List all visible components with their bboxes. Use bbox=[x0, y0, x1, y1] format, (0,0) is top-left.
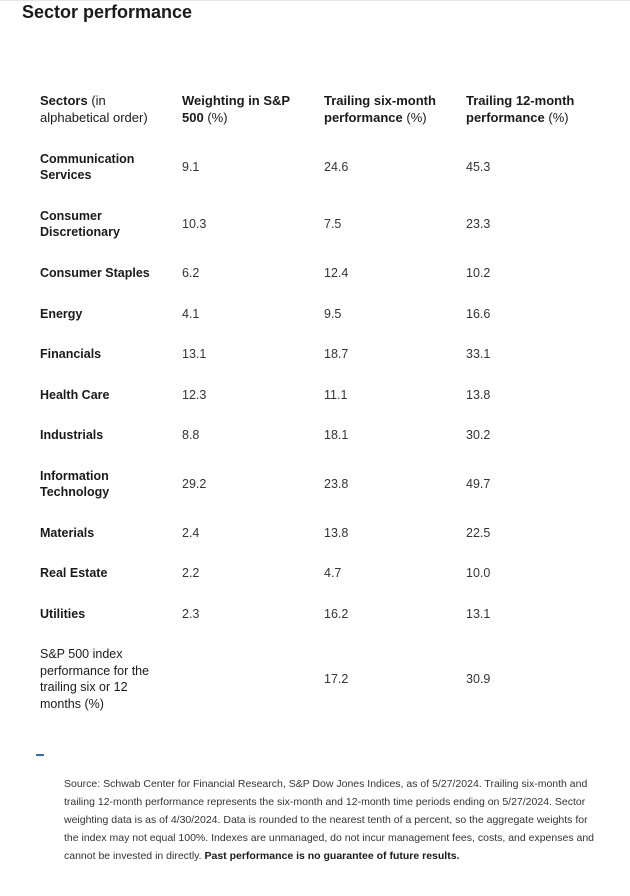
twelve-month-value: 33.1 bbox=[466, 346, 491, 361]
sector-name: S&P 500 index performance for the traili… bbox=[40, 647, 150, 711]
header-twelve-month: Trailing 12-month performance (%) bbox=[466, 92, 606, 126]
header-six-month-suffix: (%) bbox=[402, 110, 427, 125]
weighting-value: 10.3 bbox=[182, 216, 207, 231]
table-row: Consumer Staples 6.2 12.4 10.2 bbox=[0, 262, 630, 284]
six-month-value: 24.6 bbox=[324, 159, 349, 174]
sector-name: Communication Services bbox=[40, 151, 135, 183]
weighting-value: 2.3 bbox=[182, 606, 200, 621]
weighting-value: 2.2 bbox=[182, 565, 200, 580]
weighting-value: 13.1 bbox=[182, 346, 207, 361]
table-row: Utilities 2.3 16.2 13.1 bbox=[0, 603, 630, 625]
table-row: Real Estate 2.2 4.7 10.0 bbox=[0, 562, 630, 584]
table-row: Materials 2.4 13.8 22.5 bbox=[0, 522, 630, 544]
twelve-month-value: 13.8 bbox=[466, 387, 491, 402]
twelve-month-value: 49.7 bbox=[466, 476, 491, 491]
six-month-value: 18.7 bbox=[324, 346, 349, 361]
twelve-month-value: 16.6 bbox=[466, 306, 491, 321]
six-month-value: 7.5 bbox=[324, 216, 342, 231]
sector-name: Financials bbox=[40, 346, 102, 361]
six-month-value: 18.1 bbox=[324, 427, 349, 442]
sector-name: Utilities bbox=[40, 606, 86, 621]
sector-name: Real Estate bbox=[40, 565, 108, 580]
six-month-value: 16.2 bbox=[324, 606, 349, 621]
header-six-month-label: Trailing six-month performance bbox=[324, 93, 436, 125]
weighting-value: 6.2 bbox=[182, 265, 200, 280]
sector-name: Materials bbox=[40, 525, 95, 540]
six-month-value: 17.2 bbox=[324, 671, 349, 686]
weighting-value: 8.8 bbox=[182, 427, 200, 442]
six-month-value: 9.5 bbox=[324, 306, 342, 321]
header-sectors-suffix: (in alphabetical order) bbox=[40, 93, 148, 125]
weighting-value: 2.4 bbox=[182, 525, 200, 540]
six-month-value: 12.4 bbox=[324, 265, 349, 280]
weighting-value: 4.1 bbox=[182, 306, 200, 321]
weighting-value: 9.1 bbox=[182, 159, 200, 174]
twelve-month-value: 30.9 bbox=[466, 671, 491, 686]
twelve-month-value: 13.1 bbox=[466, 606, 491, 621]
page-title: Sector performance bbox=[22, 2, 193, 22]
header-sectors-label: Sectors bbox=[40, 93, 88, 108]
top-divider bbox=[0, 0, 630, 1]
table-row: Information Technology 29.2 23.8 49.7 bbox=[0, 465, 630, 503]
table-row: Consumer Discretionary 10.3 7.5 23.3 bbox=[0, 205, 630, 243]
table-row: Energy 4.1 9.5 16.6 bbox=[0, 303, 630, 325]
six-month-value: 4.7 bbox=[324, 565, 342, 580]
table-row: Financials 13.1 18.7 33.1 bbox=[0, 343, 630, 365]
sector-name: Consumer Staples bbox=[40, 265, 150, 280]
header-weighting-label: Weighting in S&P 500 bbox=[182, 93, 290, 125]
header-sectors: Sectors (in alphabetical order) bbox=[40, 92, 170, 126]
header-weighting-suffix: (%) bbox=[203, 110, 228, 125]
header-twelve-month-label: Trailing 12-month performance bbox=[466, 93, 575, 125]
header-weighting: Weighting in S&P 500 (%) bbox=[182, 92, 307, 126]
table-row: Health Care 12.3 11.1 13.8 bbox=[0, 384, 630, 406]
twelve-month-value: 22.5 bbox=[466, 525, 491, 540]
six-month-value: 11.1 bbox=[324, 387, 348, 402]
disclaimer-text: Past performance is no guarantee of futu… bbox=[201, 850, 460, 862]
twelve-month-value: 23.3 bbox=[466, 216, 491, 231]
sector-name: Information Technology bbox=[40, 468, 110, 500]
six-month-value: 13.8 bbox=[324, 525, 349, 540]
sector-name: Consumer Discretionary bbox=[40, 208, 120, 240]
twelve-month-value: 10.2 bbox=[466, 265, 491, 280]
weighting-value: 29.2 bbox=[182, 476, 207, 491]
table-row: S&P 500 index performance for the traili… bbox=[0, 645, 630, 713]
twelve-month-value: 10.0 bbox=[466, 565, 491, 580]
sector-name: Industrials bbox=[40, 427, 104, 442]
sector-name: Health Care bbox=[40, 387, 110, 402]
header-six-month: Trailing six-month performance (%) bbox=[324, 92, 454, 126]
source-note: Source: Schwab Center for Financial Rese… bbox=[64, 775, 604, 865]
sector-name: Energy bbox=[40, 306, 83, 321]
source-text: Source: Schwab Center for Financial Rese… bbox=[64, 778, 595, 862]
weighting-value: 12.3 bbox=[182, 387, 207, 402]
table-row: Communication Services 9.1 24.6 45.3 bbox=[0, 148, 630, 186]
header-twelve-month-suffix: (%) bbox=[544, 110, 569, 125]
twelve-month-value: 30.2 bbox=[466, 427, 491, 442]
table-row: Industrials 8.8 18.1 30.2 bbox=[0, 424, 630, 446]
weighting-value bbox=[182, 645, 302, 713]
footnote-dash bbox=[36, 754, 44, 756]
twelve-month-value: 45.3 bbox=[466, 159, 491, 174]
six-month-value: 23.8 bbox=[324, 476, 349, 491]
